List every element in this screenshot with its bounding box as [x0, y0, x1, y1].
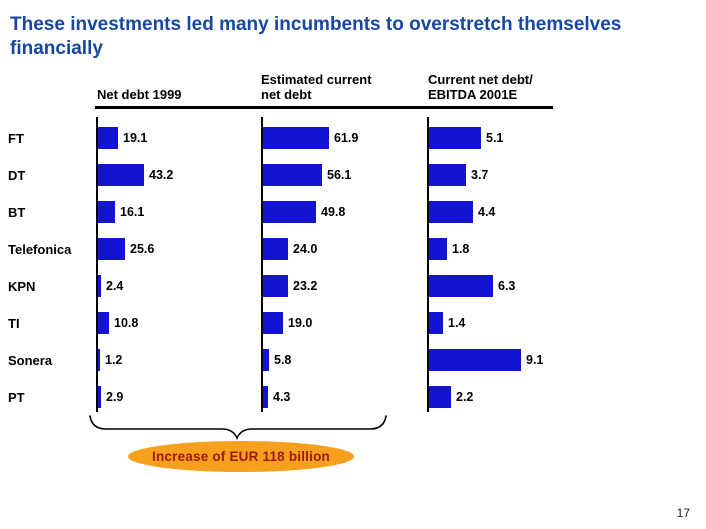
- bar: [263, 312, 283, 334]
- value-label: 3.7: [471, 168, 489, 182]
- category-label: PT: [8, 390, 25, 405]
- value-label: 43.2: [149, 168, 174, 182]
- value-label: 19.0: [288, 316, 313, 330]
- bar: [429, 349, 521, 371]
- category-label: TI: [8, 316, 20, 331]
- axis-net-debt-1999: [96, 117, 98, 412]
- value-label: 56.1: [327, 168, 352, 182]
- axis-estimated-current-net-debt: [261, 117, 263, 412]
- page-number: 17: [676, 506, 690, 520]
- column-header-net-debt-ebitda: Current net debt/ EBITDA 2001E: [428, 72, 533, 102]
- increase-callout-ellipse: Increase of EUR 118 billion: [128, 441, 354, 472]
- bar: [429, 201, 473, 223]
- category-label: BT: [8, 205, 26, 220]
- value-label: 4.4: [478, 205, 496, 219]
- bar: [263, 164, 322, 186]
- bar: [98, 127, 118, 149]
- value-label: 1.8: [452, 242, 470, 256]
- bar: [263, 201, 316, 223]
- category-label: Telefonica: [8, 242, 72, 257]
- bar: [263, 349, 269, 371]
- bar: [98, 275, 101, 297]
- value-label: 5.1: [486, 131, 504, 145]
- column-header-estimated-current-net-debt: Estimated current net debt: [261, 72, 372, 102]
- category-label: Sonera: [8, 353, 53, 368]
- bar: [98, 201, 115, 223]
- value-label: 4.3: [273, 390, 291, 404]
- bar: [98, 312, 109, 334]
- value-label: 49.8: [321, 205, 346, 219]
- value-label: 10.8: [114, 316, 139, 330]
- curly-brace: [89, 415, 387, 440]
- bar: [429, 312, 443, 334]
- slide-title: These investments led many incumbents to…: [10, 14, 622, 59]
- bar: [429, 164, 466, 186]
- value-label: 2.2: [456, 390, 474, 404]
- bar: [263, 238, 288, 260]
- value-label: 1.2: [105, 353, 123, 367]
- value-label: 5.8: [274, 353, 292, 367]
- value-label: 23.2: [293, 279, 318, 293]
- value-label: 24.0: [293, 242, 318, 256]
- bar: [98, 164, 144, 186]
- column-header-net-debt-1999: Net debt 1999: [97, 87, 182, 102]
- value-label: 25.6: [130, 242, 155, 256]
- bar: [429, 238, 447, 260]
- bar: [429, 386, 451, 408]
- value-label: 9.1: [526, 353, 544, 367]
- axis-net-debt-ebitda: [427, 117, 429, 412]
- category-label: FT: [8, 131, 24, 146]
- value-label: 1.4: [448, 316, 466, 330]
- category-label: DT: [8, 168, 26, 183]
- bar: [98, 238, 125, 260]
- bar: [263, 275, 288, 297]
- bar: [263, 386, 268, 408]
- category-label: KPN: [8, 279, 36, 294]
- value-label: 16.1: [120, 205, 145, 219]
- bar: [429, 275, 493, 297]
- bar: [98, 349, 100, 371]
- bar: [429, 127, 481, 149]
- value-label: 61.9: [334, 131, 359, 145]
- bar: [98, 386, 101, 408]
- value-label: 6.3: [498, 279, 516, 293]
- header-underline: [95, 106, 553, 109]
- bar: [263, 127, 329, 149]
- value-label: 2.4: [106, 279, 124, 293]
- increase-callout-label: Increase of EUR 118 billion: [152, 449, 330, 464]
- value-label: 2.9: [106, 390, 124, 404]
- value-label: 19.1: [123, 131, 148, 145]
